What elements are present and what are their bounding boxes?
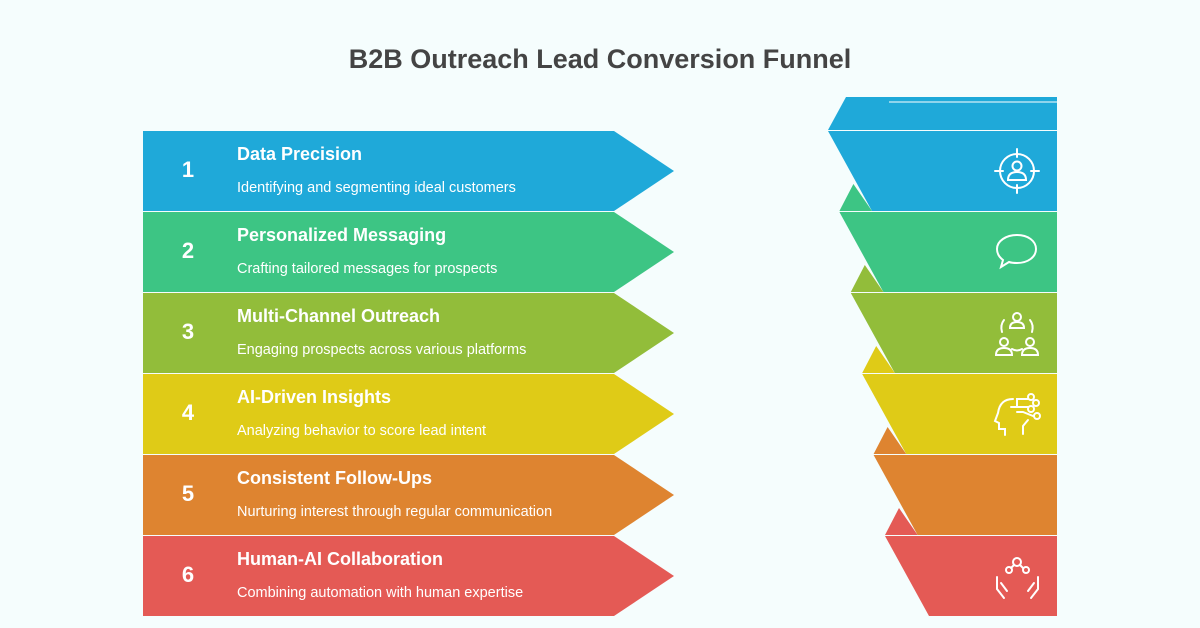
funnel-connector-triangle <box>873 427 907 454</box>
funnel-connector-triangle <box>862 346 895 373</box>
stage-number: 2 <box>181 238 195 263</box>
funnel-slab-2 <box>839 212 1057 292</box>
stage-title: AI-Driven Insights <box>237 387 392 407</box>
stage-description: Engaging prospects across various platfo… <box>237 342 527 358</box>
funnel-slab-1 <box>828 131 1057 211</box>
stage-title: Data Precision <box>237 144 363 164</box>
stage-arrow-6: 6 Human-AI Collaboration Combining autom… <box>143 536 674 616</box>
funnel-top-cap <box>828 97 1057 130</box>
funnel-slab-3 <box>850 293 1057 373</box>
stage-number: 5 <box>181 481 195 506</box>
stage-number: 4 <box>181 400 195 425</box>
ai-head-icon <box>993 393 1041 436</box>
target-user-icon <box>994 148 1040 194</box>
stage-arrow-2: 2 Personalized Messaging Crafting tailor… <box>143 212 674 292</box>
funnel-slab-6 <box>885 536 1057 616</box>
stage-description: Identifying and segmenting ideal custome… <box>237 180 516 196</box>
funnel-connector-triangle <box>850 265 884 292</box>
funnel-connector-triangle <box>839 184 872 211</box>
speech-bubble-icon <box>995 233 1038 270</box>
page-title: B2B Outreach Lead Conversion Funnel <box>348 44 852 74</box>
funnel-slab-5 <box>873 455 1057 535</box>
people-network-icon <box>994 312 1040 356</box>
stage-title: Multi-Channel Outreach <box>237 306 441 326</box>
stage-number: 6 <box>181 562 195 587</box>
hands-network-icon <box>996 557 1039 599</box>
stage-arrow-4: 4 AI-Driven Insights Analyzing behavior … <box>143 374 674 454</box>
stage-number: 1 <box>181 157 195 182</box>
stage-description: Analyzing behavior to score lead intent <box>237 423 487 439</box>
stage-arrow-5: 5 Consistent Follow-Ups Nurturing intere… <box>143 455 674 535</box>
stage-description: Combining automation with human expertis… <box>237 585 524 601</box>
stage-title: Human-AI Collaboration <box>237 549 443 569</box>
funnel-slab-4 <box>862 374 1057 454</box>
stage-title: Personalized Messaging <box>237 225 447 245</box>
stage-description: Nurturing interest through regular commu… <box>237 504 553 520</box>
stage-arrow-3: 3 Multi-Channel Outreach Engaging prospe… <box>143 293 674 373</box>
funnel-connector-triangle <box>885 508 918 535</box>
stage-number: 3 <box>181 319 195 344</box>
stage-title: Consistent Follow-Ups <box>237 468 432 488</box>
stage-description: Crafting tailored messages for prospects <box>237 261 498 277</box>
stage-arrow-1: 1 Data Precision Identifying and segment… <box>143 131 674 211</box>
